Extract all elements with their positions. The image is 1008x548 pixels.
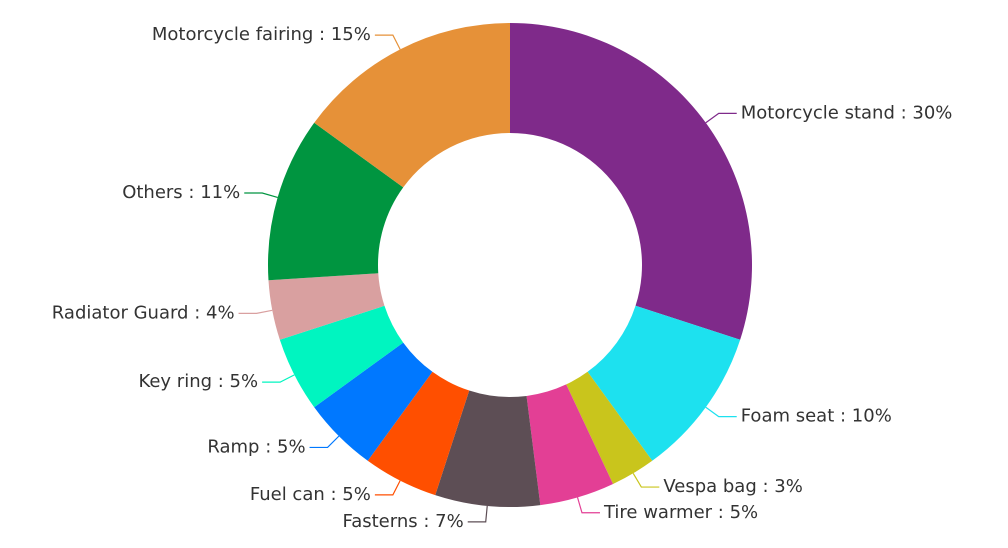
label-category: Motorcycle stand (741, 102, 895, 123)
label-separator: : (895, 102, 913, 123)
slice-label: Fuel can : 5% (250, 484, 371, 505)
label-value: 30% (912, 102, 952, 123)
donut-slice (314, 342, 433, 461)
leader-line (262, 374, 295, 383)
slice-label: Vespa bag : 3% (663, 476, 803, 497)
leader-line (309, 435, 340, 449)
label-value: 5% (342, 484, 371, 505)
label-category: Foam seat (741, 406, 835, 427)
slice-label: Foam seat : 10% (741, 406, 892, 427)
label-separator: : (313, 24, 331, 45)
donut-slice (279, 305, 404, 408)
leader-line (705, 406, 737, 418)
label-category: Key ring (138, 371, 212, 392)
slice-label: Ramp : 5% (207, 436, 305, 457)
label-separator: : (757, 476, 775, 497)
donut-slice (268, 122, 404, 281)
donut-slice (367, 371, 470, 496)
label-separator: : (188, 302, 206, 323)
label-value: 10% (852, 406, 892, 427)
slice-label: Motorcycle stand : 30% (741, 102, 953, 123)
leader-line (374, 480, 401, 496)
label-category: Fuel can (250, 484, 325, 505)
label-separator: : (259, 436, 277, 457)
slice-label: Key ring : 5% (138, 371, 258, 392)
label-separator: : (325, 484, 343, 505)
donut-slice (510, 23, 753, 340)
label-value: 11% (200, 182, 240, 203)
slice-label: Others : 11% (122, 182, 240, 203)
slice-label: Fasterns : 7% (343, 511, 464, 532)
label-category: Radiator Guard (52, 302, 189, 323)
label-category: Motorcycle fairing (152, 24, 313, 45)
label-value: 7% (435, 511, 464, 532)
label-category: Fasterns (343, 511, 418, 532)
label-category: Others (122, 182, 183, 203)
label-separator: : (418, 511, 436, 532)
slice-label: Motorcycle fairing : 15% (152, 24, 371, 45)
leader-line (705, 112, 737, 124)
leader-line (576, 497, 600, 514)
donut-slice (587, 305, 741, 461)
label-value: 5% (277, 436, 306, 457)
label-value: 5% (730, 502, 759, 523)
label-value: 15% (331, 24, 371, 45)
label-category: Ramp (207, 436, 259, 457)
donut-slice (435, 390, 541, 507)
leader-line (374, 34, 401, 50)
label-separator: : (834, 406, 852, 427)
label-category: Tire warmer (603, 502, 713, 523)
leader-line (238, 309, 273, 314)
label-value: 4% (206, 302, 235, 323)
label-separator: : (183, 182, 201, 203)
slice-label: Tire warmer : 5% (603, 502, 758, 523)
donut-slice (566, 371, 653, 484)
label-category: Vespa bag (663, 476, 756, 497)
label-separator: : (212, 371, 230, 392)
donut-slice (314, 23, 510, 188)
leader-line (467, 505, 488, 523)
donut-slice (268, 273, 385, 340)
leader-line (244, 192, 278, 199)
label-separator: : (712, 502, 730, 523)
slice-label: Radiator Guard : 4% (52, 302, 235, 323)
label-value: 3% (774, 476, 803, 497)
label-value: 5% (230, 371, 259, 392)
leader-line (632, 472, 660, 488)
donut-slice (526, 384, 614, 506)
